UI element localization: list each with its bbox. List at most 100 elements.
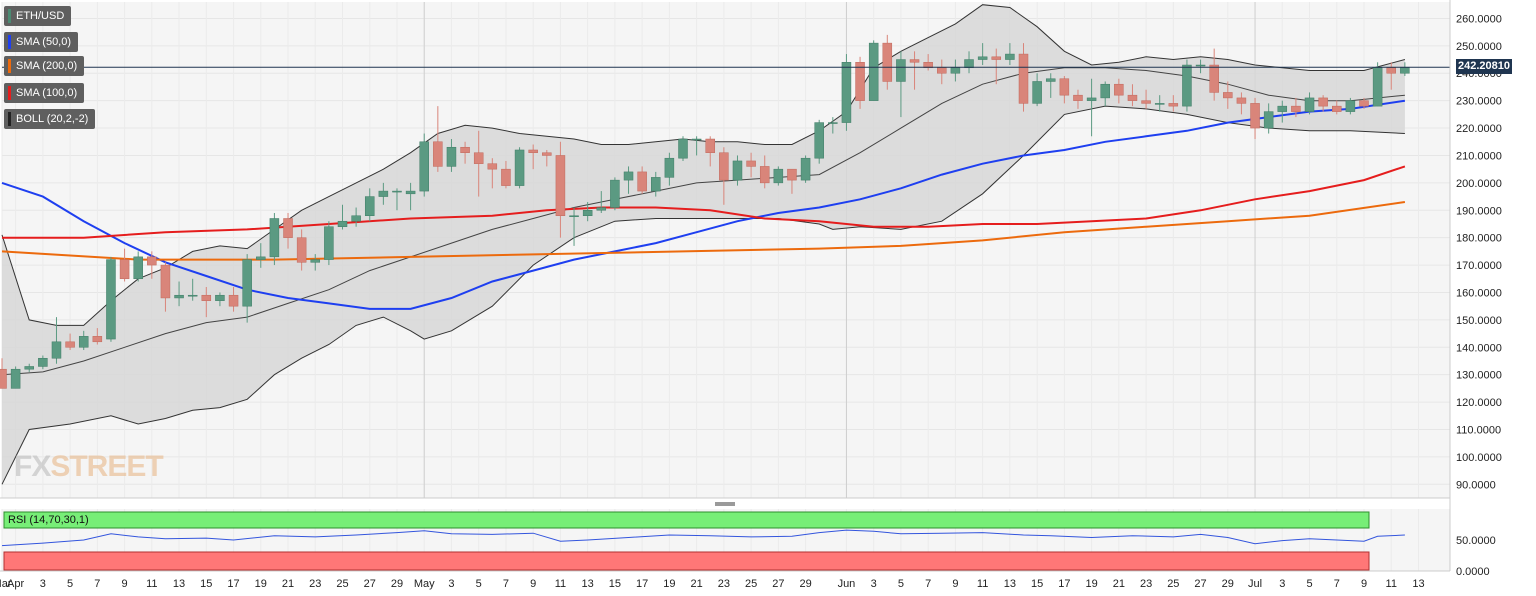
legend-sma-200[interactable]: SMA (200,0) [4,56,85,76]
y-tick-label: 160.0000 [1456,287,1502,299]
x-tick-label: 17 [1058,578,1070,590]
x-tick-label: 23 [718,578,730,590]
candle-body [147,256,157,266]
candle-body [296,237,307,263]
candle-body [1127,94,1138,101]
x-tick-label: 25 [336,578,348,590]
rsi-line [1,529,1405,547]
candle-body [637,171,647,192]
legend-eth-usd[interactable]: ETH/USD [4,6,72,26]
x-tick-label: Mar [0,578,12,590]
legend-boll[interactable]: BOLL (20,2,-2) [4,109,96,129]
candle-body [800,157,811,181]
candle-body [651,177,661,192]
candle-body [106,259,116,340]
candle-body [1250,103,1260,129]
candle-body [487,163,498,170]
x-tick-label: 19 [255,578,267,590]
candle-body [351,215,361,222]
candle-body [1291,105,1301,112]
candle-body [92,336,103,343]
candle-body [828,122,838,124]
candle-body [623,171,634,181]
legend-sma-100[interactable]: SMA (100,0) [4,83,85,103]
series-line-sma50 [1,99,1406,310]
candle-body [242,259,252,307]
candle-body [1154,103,1165,105]
y-tick-label: 180.0000 [1456,233,1502,245]
x-tick-label: 25 [1167,578,1179,590]
candle-body [732,160,743,181]
y-tick-label: 110.0000 [1456,424,1501,436]
candle-body [719,152,729,181]
x-tick-label: 5 [1306,578,1312,590]
x-tick-label: May [414,578,435,590]
x-tick-label: 11 [146,578,157,590]
candle-body [582,210,593,216]
x-tick-label: 25 [745,578,757,590]
candle-body [1168,103,1179,107]
legend-sma-200-label: SMA (200,0) [16,60,78,72]
x-tick-label: 13 [1004,578,1016,590]
candle-body [678,138,688,159]
y-tick-label: 100.0000 [1456,452,1502,464]
series-line-sma100 [2,165,1406,239]
candle-body [24,366,34,370]
candle-body [841,62,852,123]
x-tick-label: 3 [1279,578,1285,590]
candle-body [187,294,198,297]
x-tick-label: 3 [871,578,877,590]
candle-body [364,196,375,216]
candle-body [337,220,348,227]
candle-body [555,155,566,216]
candle-body [1100,83,1110,99]
candle-body [528,149,538,153]
candle-body [746,160,756,167]
candle-body [473,152,484,164]
candle-body [1263,111,1274,129]
candle-body [310,259,321,263]
pane-splitter-handle [715,502,735,506]
candle-body [759,166,770,184]
candle-body [256,256,266,260]
y-tick-label: 170.0000 [1456,260,1502,272]
candle-body [882,42,893,82]
fxstreet-watermark-logo: FXSTREET [14,450,164,483]
candle-body [868,42,879,101]
x-tick-label: 23 [1140,578,1152,590]
rsi-overbought-zone [3,511,1370,529]
candle-body [201,294,212,301]
x-tick-label: 19 [663,578,675,590]
candle-body [909,59,920,63]
x-tick-label: 11 [977,578,988,590]
x-tick-label: 29 [1222,578,1234,590]
bollinger-middle-line [1,67,1405,376]
candle-body [787,168,797,181]
candle-body [0,368,7,389]
current-price-tag: 242.20810 [1456,59,1512,74]
candle-body [1236,97,1247,104]
candle-body [460,146,470,153]
candle-body [38,357,48,367]
candle-body [664,157,675,178]
y-tick-label: 130.0000 [1456,370,1502,382]
candle-body [1318,97,1328,107]
y-tick-label: 120.0000 [1456,397,1502,409]
x-tick-label: 21 [1113,578,1125,590]
legend-swatch-sma200 [8,59,11,73]
legend-sma-50[interactable]: SMA (50,0) [4,32,79,52]
bollinger-lower-line [1,105,1405,485]
legend-sma-50-label: SMA (50,0) [16,36,72,48]
y-tick-label: 250.0000 [1456,41,1502,53]
y-tick-label: 190.0000 [1456,205,1502,217]
candle-body [1086,97,1097,101]
candle-body [283,218,293,238]
x-tick-label: 5 [898,578,904,590]
candle-body [1018,53,1029,104]
candle-body [964,59,974,69]
x-tick-label: 17 [636,578,648,590]
candle-body [1195,64,1206,67]
candle-body [160,264,171,299]
